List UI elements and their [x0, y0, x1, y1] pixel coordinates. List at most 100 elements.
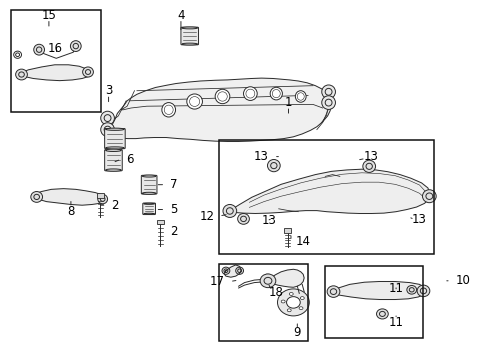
Ellipse shape [143, 213, 154, 215]
Text: 13: 13 [254, 150, 268, 163]
Ellipse shape [237, 213, 249, 224]
Polygon shape [224, 265, 241, 277]
Ellipse shape [142, 192, 156, 194]
Ellipse shape [215, 89, 229, 104]
Text: 6: 6 [126, 153, 133, 166]
Ellipse shape [143, 203, 154, 204]
Polygon shape [331, 282, 426, 300]
Text: 9: 9 [293, 327, 301, 339]
Ellipse shape [365, 163, 372, 169]
Ellipse shape [237, 269, 241, 273]
Ellipse shape [36, 47, 42, 52]
Ellipse shape [419, 288, 426, 294]
Ellipse shape [85, 69, 90, 75]
Text: 12: 12 [199, 210, 214, 222]
Ellipse shape [376, 309, 387, 319]
Ellipse shape [31, 192, 42, 202]
Text: 13: 13 [411, 213, 426, 226]
Ellipse shape [101, 111, 114, 125]
Ellipse shape [34, 194, 40, 199]
Text: 2: 2 [111, 199, 119, 212]
FancyBboxPatch shape [142, 203, 155, 215]
Ellipse shape [321, 85, 335, 99]
Text: 1: 1 [284, 96, 292, 109]
Ellipse shape [226, 208, 233, 214]
Ellipse shape [104, 126, 111, 133]
Ellipse shape [16, 69, 27, 80]
FancyBboxPatch shape [284, 228, 290, 233]
Text: 5: 5 [170, 203, 177, 216]
Bar [219, 140, 433, 254]
Ellipse shape [325, 99, 331, 106]
Ellipse shape [326, 286, 339, 297]
Circle shape [299, 307, 303, 310]
Ellipse shape [362, 160, 375, 172]
FancyBboxPatch shape [141, 175, 157, 194]
Ellipse shape [105, 149, 121, 152]
FancyBboxPatch shape [104, 129, 125, 149]
Text: 13: 13 [261, 214, 276, 227]
Text: 8: 8 [67, 205, 75, 218]
Text: 11: 11 [388, 282, 403, 294]
Ellipse shape [286, 297, 300, 308]
Ellipse shape [425, 193, 432, 199]
Ellipse shape [105, 128, 124, 130]
Bar [325, 266, 422, 338]
Ellipse shape [224, 269, 227, 273]
Ellipse shape [235, 267, 243, 274]
Ellipse shape [295, 91, 305, 102]
Text: 15: 15 [41, 9, 56, 22]
Ellipse shape [408, 288, 413, 292]
Text: 3: 3 [104, 84, 112, 97]
Text: 10: 10 [455, 274, 469, 287]
Ellipse shape [182, 27, 197, 29]
Polygon shape [264, 269, 304, 287]
Ellipse shape [73, 43, 78, 49]
Ellipse shape [330, 289, 336, 294]
Ellipse shape [105, 147, 124, 149]
Ellipse shape [101, 123, 114, 136]
FancyBboxPatch shape [104, 150, 122, 171]
Text: 2: 2 [170, 225, 177, 238]
Polygon shape [32, 189, 106, 205]
Ellipse shape [19, 72, 24, 77]
Ellipse shape [267, 159, 280, 172]
Ellipse shape [260, 274, 275, 288]
Ellipse shape [182, 43, 197, 45]
FancyBboxPatch shape [97, 193, 103, 198]
Ellipse shape [142, 175, 156, 177]
Ellipse shape [406, 285, 416, 294]
Text: 7: 7 [170, 178, 177, 191]
Ellipse shape [186, 94, 202, 109]
Text: 14: 14 [295, 235, 310, 248]
Ellipse shape [379, 311, 385, 316]
Polygon shape [19, 65, 90, 81]
Text: 4: 4 [177, 9, 184, 22]
Circle shape [286, 309, 290, 312]
Ellipse shape [100, 197, 105, 201]
Ellipse shape [34, 44, 44, 55]
Ellipse shape [264, 277, 271, 284]
Circle shape [289, 293, 293, 296]
Ellipse shape [321, 96, 335, 109]
Circle shape [300, 297, 304, 300]
Ellipse shape [325, 88, 331, 95]
Ellipse shape [98, 194, 107, 204]
Text: 11: 11 [388, 316, 403, 329]
Ellipse shape [416, 285, 429, 297]
Ellipse shape [104, 114, 111, 121]
Ellipse shape [269, 87, 282, 100]
FancyBboxPatch shape [181, 27, 198, 45]
Text: 18: 18 [268, 286, 283, 299]
Ellipse shape [422, 190, 435, 203]
Bar [219, 264, 307, 341]
Ellipse shape [70, 41, 81, 51]
Ellipse shape [270, 162, 276, 168]
Ellipse shape [277, 289, 308, 316]
Ellipse shape [223, 204, 236, 217]
Text: 16: 16 [47, 42, 62, 55]
FancyBboxPatch shape [157, 220, 163, 224]
Ellipse shape [222, 267, 229, 274]
Polygon shape [228, 169, 429, 213]
Ellipse shape [82, 67, 93, 77]
